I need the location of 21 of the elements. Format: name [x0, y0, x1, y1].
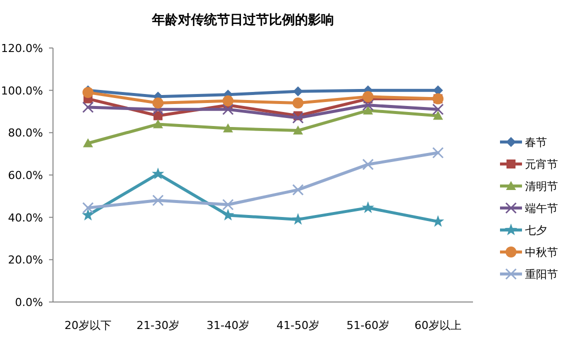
x-tick-label: 41-50岁: [276, 319, 320, 332]
x-tick-label: 20岁以下: [64, 319, 112, 332]
legend-label: 元宵节: [525, 158, 558, 171]
y-tick-label: 40.0%: [8, 211, 43, 224]
y-tick-label: 20.0%: [8, 254, 43, 267]
y-tick-label: 0.0%: [15, 296, 43, 309]
legend-label: 春节: [525, 136, 547, 149]
y-tick-label: 120.0%: [1, 42, 43, 55]
chart-title: 年龄对传统节日过节比例的影响: [151, 12, 334, 28]
legend-label: 重阳节: [525, 268, 558, 281]
y-tick-label: 80.0%: [8, 126, 43, 140]
y-tick-label: 60.0%: [8, 169, 43, 182]
x-tick-label: 31-40岁: [206, 319, 250, 332]
legend-label: 中秋节: [525, 246, 558, 259]
legend-label: 七夕: [525, 224, 547, 237]
x-tick-label: 60岁以上: [414, 319, 462, 332]
legend-label: 端午节: [525, 202, 558, 215]
legend-label: 清明节: [525, 180, 558, 193]
y-tick-label: 100.0%: [1, 84, 43, 98]
x-tick-label: 51-60岁: [346, 319, 390, 332]
x-tick-label: 21-30岁: [136, 319, 180, 332]
